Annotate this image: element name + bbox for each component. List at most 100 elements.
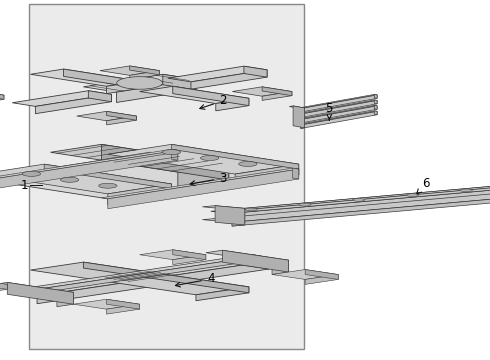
- Text: 2: 2: [200, 94, 227, 109]
- Ellipse shape: [162, 150, 181, 154]
- Polygon shape: [0, 164, 172, 194]
- Polygon shape: [244, 66, 267, 77]
- Polygon shape: [101, 168, 299, 199]
- Ellipse shape: [406, 194, 418, 197]
- Polygon shape: [301, 100, 377, 117]
- Polygon shape: [77, 111, 136, 121]
- Polygon shape: [88, 91, 112, 102]
- Polygon shape: [30, 69, 140, 86]
- Polygon shape: [206, 250, 289, 263]
- Polygon shape: [262, 87, 292, 96]
- Polygon shape: [12, 91, 112, 107]
- Ellipse shape: [22, 171, 41, 176]
- Polygon shape: [30, 262, 249, 295]
- Polygon shape: [101, 144, 229, 180]
- Polygon shape: [222, 250, 289, 272]
- Polygon shape: [106, 304, 140, 314]
- Polygon shape: [173, 86, 249, 105]
- Polygon shape: [289, 106, 305, 109]
- Polygon shape: [0, 90, 4, 100]
- Ellipse shape: [200, 156, 219, 161]
- Polygon shape: [35, 94, 112, 114]
- Polygon shape: [301, 106, 377, 123]
- Polygon shape: [301, 108, 305, 129]
- Polygon shape: [106, 81, 140, 94]
- Polygon shape: [117, 80, 196, 103]
- Ellipse shape: [239, 162, 257, 166]
- Polygon shape: [108, 169, 299, 205]
- Polygon shape: [232, 188, 490, 226]
- Text: 1: 1: [21, 179, 28, 192]
- Polygon shape: [0, 149, 178, 180]
- Ellipse shape: [117, 77, 163, 89]
- Polygon shape: [196, 287, 249, 301]
- Polygon shape: [172, 149, 178, 160]
- Polygon shape: [57, 292, 74, 307]
- Polygon shape: [0, 279, 7, 289]
- Polygon shape: [293, 106, 305, 128]
- Polygon shape: [298, 94, 377, 109]
- Polygon shape: [242, 257, 269, 269]
- Polygon shape: [374, 94, 377, 98]
- Polygon shape: [301, 111, 377, 129]
- Polygon shape: [202, 186, 490, 222]
- Polygon shape: [130, 71, 160, 80]
- Polygon shape: [0, 282, 74, 295]
- Polygon shape: [140, 86, 249, 104]
- Polygon shape: [374, 100, 377, 104]
- Polygon shape: [173, 250, 206, 260]
- Polygon shape: [232, 179, 490, 222]
- Polygon shape: [100, 66, 160, 75]
- Polygon shape: [178, 164, 229, 188]
- Polygon shape: [130, 66, 160, 75]
- Text: 6: 6: [417, 177, 430, 194]
- Polygon shape: [11, 257, 269, 296]
- Polygon shape: [0, 150, 178, 190]
- Polygon shape: [272, 260, 289, 275]
- Polygon shape: [163, 74, 196, 90]
- Polygon shape: [29, 256, 261, 294]
- Polygon shape: [250, 255, 261, 260]
- Polygon shape: [374, 105, 377, 109]
- Ellipse shape: [352, 199, 365, 201]
- Polygon shape: [19, 255, 261, 291]
- Polygon shape: [305, 275, 338, 284]
- Polygon shape: [37, 261, 269, 304]
- Polygon shape: [298, 105, 377, 120]
- Polygon shape: [211, 177, 490, 213]
- Polygon shape: [301, 95, 377, 112]
- Polygon shape: [140, 250, 206, 260]
- Text: 3: 3: [190, 172, 227, 185]
- Ellipse shape: [60, 177, 79, 182]
- Polygon shape: [106, 299, 140, 309]
- Polygon shape: [7, 282, 74, 304]
- Text: 4: 4: [175, 273, 215, 287]
- Polygon shape: [0, 149, 299, 199]
- Polygon shape: [305, 270, 338, 279]
- Polygon shape: [50, 144, 229, 172]
- Polygon shape: [191, 70, 267, 89]
- Ellipse shape: [299, 203, 311, 206]
- Polygon shape: [232, 87, 292, 96]
- Polygon shape: [272, 270, 338, 279]
- Polygon shape: [64, 69, 140, 89]
- Polygon shape: [374, 111, 377, 115]
- Polygon shape: [108, 144, 299, 174]
- Polygon shape: [172, 149, 299, 175]
- Bar: [29, 4, 304, 349]
- Polygon shape: [106, 111, 136, 120]
- Polygon shape: [168, 66, 267, 82]
- Ellipse shape: [98, 183, 117, 188]
- Text: 5: 5: [325, 102, 333, 120]
- Polygon shape: [262, 91, 292, 100]
- Ellipse shape: [460, 189, 472, 192]
- Polygon shape: [293, 168, 299, 179]
- Polygon shape: [83, 74, 196, 92]
- Polygon shape: [235, 164, 299, 179]
- Polygon shape: [173, 255, 206, 265]
- Polygon shape: [215, 206, 245, 225]
- Polygon shape: [44, 164, 172, 189]
- Polygon shape: [83, 262, 249, 293]
- Polygon shape: [106, 116, 136, 125]
- Polygon shape: [0, 279, 7, 289]
